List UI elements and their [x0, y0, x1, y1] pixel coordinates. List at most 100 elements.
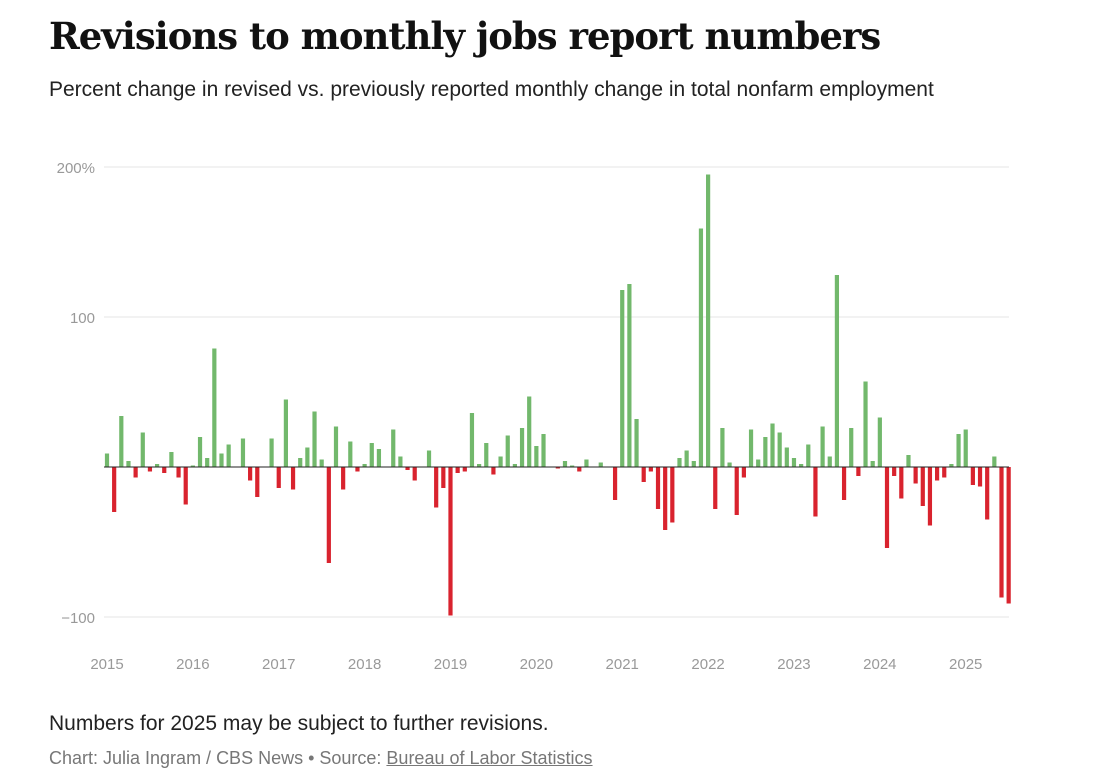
bar	[999, 467, 1004, 598]
bar	[527, 396, 532, 467]
bar	[877, 417, 882, 467]
bar	[913, 467, 918, 484]
x-tick-label: 2015	[90, 656, 123, 673]
x-tick-label: 2024	[863, 656, 896, 673]
bar	[770, 423, 775, 467]
bar	[663, 467, 668, 530]
bar	[827, 456, 832, 467]
bar	[849, 428, 854, 467]
bar	[570, 465, 575, 467]
bar	[856, 467, 861, 476]
bar	[348, 441, 353, 467]
bar	[927, 467, 933, 526]
bar	[119, 416, 124, 467]
bar	[226, 444, 231, 467]
bar	[942, 467, 947, 478]
bar	[963, 429, 968, 467]
bar	[505, 435, 510, 467]
bar	[391, 429, 396, 467]
bar	[741, 467, 746, 478]
bar	[612, 467, 618, 500]
bar	[269, 438, 274, 467]
bar	[949, 464, 954, 467]
x-tick-label: 2017	[262, 656, 295, 673]
bar	[319, 459, 324, 467]
credit-text: Chart: Julia Ingram / CBS News • Source:	[49, 748, 387, 768]
bar	[205, 458, 210, 467]
bar	[784, 447, 789, 467]
bar	[727, 462, 732, 467]
bar	[584, 459, 589, 467]
bar	[341, 467, 346, 490]
bar	[484, 443, 489, 467]
bar	[462, 467, 467, 472]
bar	[190, 465, 195, 467]
bar	[541, 434, 546, 467]
bar	[641, 467, 646, 482]
chart-subtitle: Percent change in revised vs. previously…	[49, 78, 934, 101]
bar	[104, 453, 110, 467]
bar	[369, 443, 374, 467]
bar	[813, 467, 818, 517]
bar	[1006, 467, 1011, 604]
bar	[598, 462, 603, 467]
bar	[469, 413, 475, 467]
bar	[398, 456, 403, 467]
bar	[763, 437, 768, 467]
bar	[197, 437, 203, 467]
bar	[734, 467, 739, 515]
bar	[154, 464, 160, 467]
bar	[555, 467, 560, 469]
bar	[512, 464, 517, 467]
bar	[376, 449, 382, 467]
bar	[720, 428, 725, 467]
bar	[870, 461, 875, 467]
bar	[698, 228, 704, 467]
bar	[276, 467, 281, 488]
bar	[441, 467, 446, 488]
bar	[169, 452, 174, 467]
bar	[355, 467, 360, 472]
bar	[183, 467, 188, 505]
bar	[841, 467, 847, 500]
bar	[884, 467, 890, 548]
bar	[820, 426, 825, 467]
bar	[248, 467, 253, 481]
bar	[534, 446, 539, 467]
bar	[934, 467, 940, 481]
bar	[112, 467, 117, 512]
bar	[892, 467, 897, 476]
bar	[412, 467, 417, 481]
bar	[634, 419, 639, 467]
bar	[655, 467, 661, 509]
bar	[405, 467, 410, 470]
y-tick-label: −100	[61, 610, 95, 627]
bar	[899, 467, 904, 499]
bar	[162, 467, 167, 473]
bar	[255, 467, 260, 497]
bar	[140, 432, 145, 467]
x-tick-label: 2023	[777, 656, 810, 673]
source-link[interactable]: Bureau of Labor Statistics	[386, 748, 593, 768]
bar	[498, 456, 503, 467]
bar	[706, 174, 711, 467]
bar	[834, 275, 840, 467]
bar	[491, 467, 496, 475]
bar	[985, 467, 990, 520]
revision-note: Numbers for 2025 may be subject to furth…	[49, 712, 549, 735]
x-tick-label: 2022	[691, 656, 724, 673]
bar	[977, 467, 983, 487]
bar	[920, 467, 925, 506]
y-tick-label: 100	[70, 310, 95, 327]
bar	[448, 467, 453, 616]
bar	[290, 467, 296, 490]
bar	[326, 467, 331, 563]
bar	[670, 467, 675, 523]
bar	[648, 467, 653, 472]
bar	[777, 432, 782, 467]
x-tick-label: 2019	[434, 656, 467, 673]
x-tick-label: 2020	[520, 656, 553, 673]
bar	[906, 455, 911, 467]
bar	[133, 467, 138, 478]
bar	[333, 426, 339, 467]
